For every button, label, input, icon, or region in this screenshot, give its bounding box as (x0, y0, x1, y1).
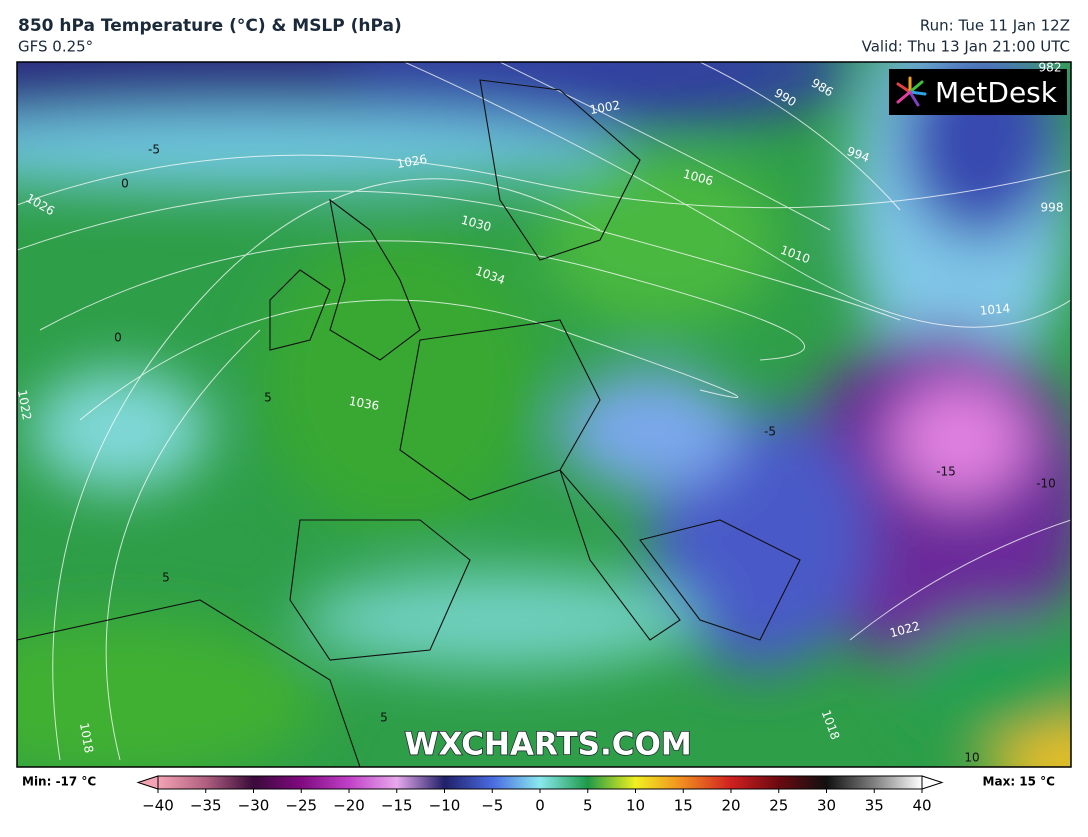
max-label: Max: 15 °C (983, 775, 1056, 789)
colorbar-tick-label: −10 (429, 797, 461, 815)
isobar-label: 998 (1041, 201, 1064, 215)
colorbar-tick-label: −20 (333, 797, 365, 815)
temperature-label: 0 (114, 331, 122, 345)
map-frame (16, 61, 1072, 768)
logo-text: MetDesk (935, 76, 1058, 109)
isobar-label: 982 (1039, 61, 1062, 75)
colorbar-tick-label: 35 (865, 797, 884, 815)
isobar-label: 1026 (396, 152, 429, 171)
isobar-label: 1036 (348, 394, 381, 413)
colorbar (157, 775, 923, 790)
colorbar-tick-label: 40 (912, 797, 931, 815)
model: GFS 0.25° (18, 38, 93, 56)
valid-time: Valid: Thu 13 Jan 21:00 UTC (862, 38, 1070, 56)
colorbar-tick-label: 20 (721, 797, 740, 815)
colorbar-tick-label: 25 (769, 797, 788, 815)
colorbar-tick-label: 5 (583, 797, 593, 815)
colorbar-tick-label: −25 (285, 797, 317, 815)
colorbar-tick-label: −15 (381, 797, 413, 815)
map (17, 62, 1071, 767)
temperature-label: -15 (936, 465, 956, 479)
colorbar-tick-label: −35 (190, 797, 222, 815)
colorbar-tick-label: −5 (481, 797, 503, 815)
colorbar-tick-label: −40 (142, 797, 174, 815)
min-label: Min: -17 °C (22, 775, 96, 789)
title: 850 hPa Temperature (°C) & MSLP (hPa) (18, 16, 402, 36)
isobar-label: 1014 (979, 301, 1011, 318)
logo-mark (896, 76, 927, 107)
isobar-label: 1002 (589, 98, 622, 117)
colorbar-tick-label: 30 (817, 797, 836, 815)
colorbar-tick-label: 0 (535, 797, 545, 815)
temperature-label: -5 (148, 143, 160, 157)
watermark: WXCHARTS.COM (404, 727, 691, 763)
temperature-label: 5 (380, 711, 388, 725)
colorbar-low-arrow (136, 775, 159, 790)
temperature-label: 5 (162, 571, 170, 585)
run-time: Run: Tue 11 Jan 12Z (920, 17, 1070, 35)
temperature-label: 10 (964, 751, 979, 765)
colorbar-high-arrow (921, 775, 944, 790)
colorbar-tick-label: 15 (674, 797, 693, 815)
colorbar-tick-label: 10 (626, 797, 645, 815)
temperature-label: 5 (264, 391, 272, 405)
temperature-label: -5 (764, 425, 776, 439)
temperature-label: -10 (1036, 477, 1056, 491)
isobar-label: 1018 (77, 722, 96, 755)
isobar-label: 1022 (15, 389, 34, 422)
colorbar-tick-label: −30 (238, 797, 270, 815)
temperature-label: 0 (121, 177, 129, 191)
